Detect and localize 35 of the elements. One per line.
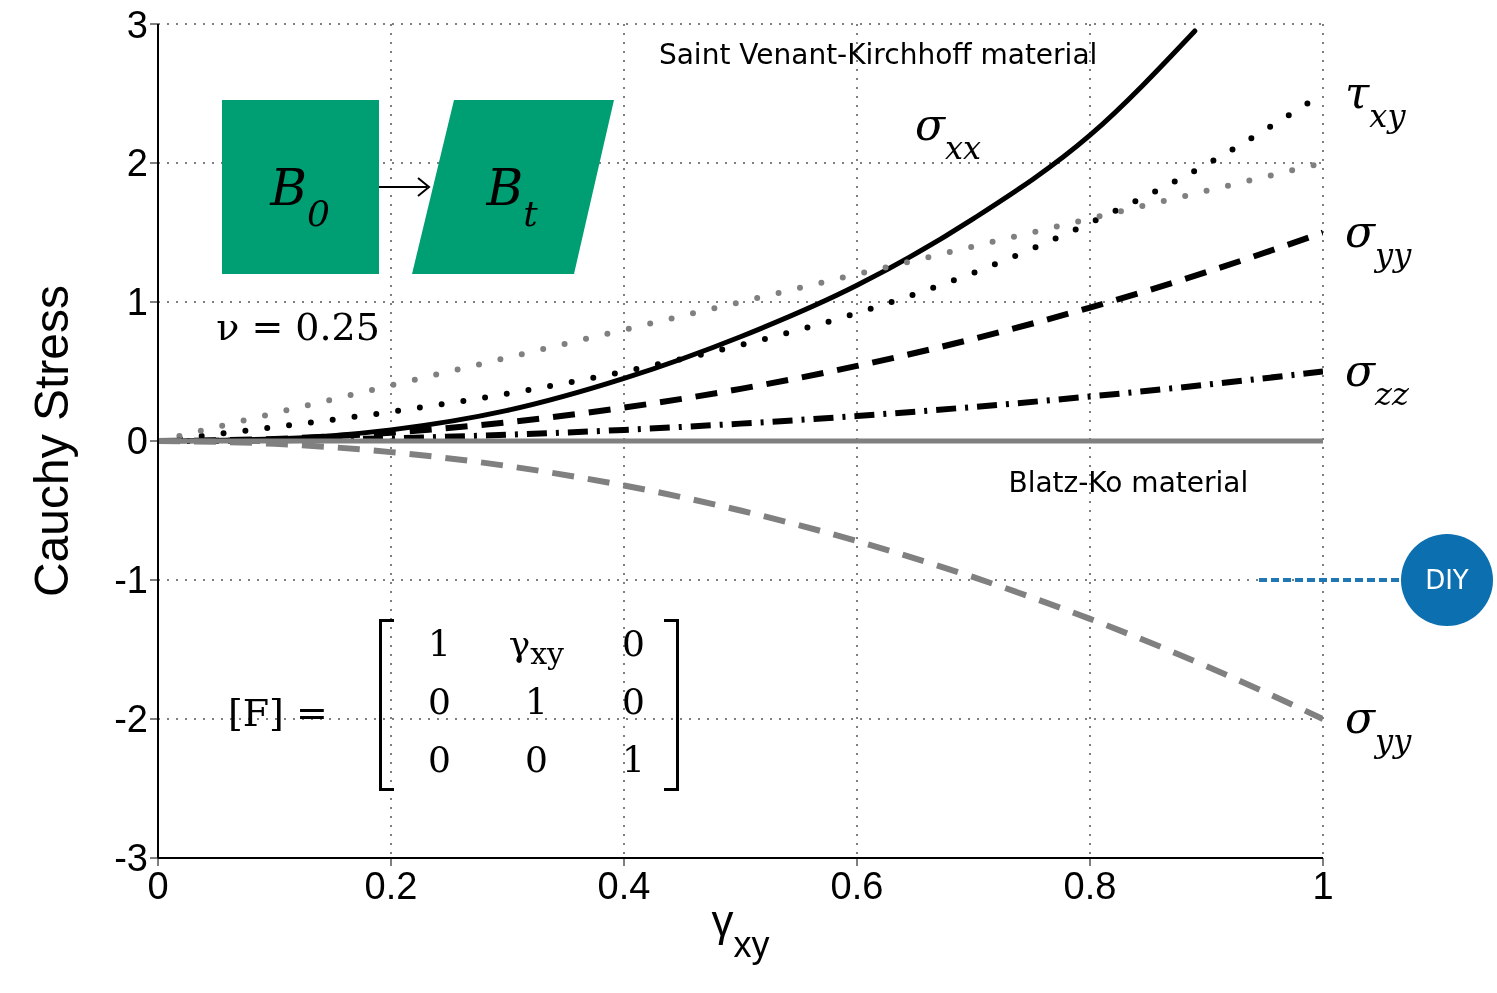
x-tick-label: 1 — [1312, 864, 1334, 907]
annotation: 0 — [426, 680, 452, 722]
annotation: 1 — [523, 680, 549, 722]
annotation: B$_{t}$ — [485, 159, 539, 234]
annotation: Blatz-Ko material — [1008, 466, 1249, 500]
y-tick-label: 2 — [126, 142, 148, 185]
series-label: σ$_{yy}$ — [1345, 205, 1413, 274]
y-tick-label: -1 — [114, 559, 148, 602]
annotation: Saint Venant-Kirchhoff material — [658, 37, 1098, 71]
x-tick-label: 0.8 — [1063, 864, 1117, 907]
annotation: 0 — [523, 738, 549, 780]
annotation: 0 — [620, 680, 646, 722]
y-tick-label: -2 — [114, 698, 148, 741]
annotation: 0 — [620, 622, 646, 664]
y-tick-label: 0 — [126, 420, 148, 463]
annotation: 1 — [620, 738, 646, 780]
y-axis-title: Cauchy Stress — [25, 284, 78, 598]
y-tick-label: -3 — [114, 837, 148, 880]
y-tick-label: 1 — [126, 281, 148, 324]
y-tick-label: 3 — [126, 3, 148, 46]
annotation: γ$_{xy}$ — [507, 622, 566, 672]
annotation: B$_{0}$ — [269, 159, 330, 234]
series-label: σ$_{yy}$ — [1345, 692, 1413, 760]
badge: DIY — [1258, 534, 1497, 626]
series-label: τ$_{xy}$ — [1345, 66, 1407, 135]
annotation: [F] = — [227, 691, 328, 736]
annotation: 0 — [426, 738, 452, 780]
series-label: σ$_{xx}$ — [915, 99, 982, 168]
x-tick-label: 0.4 — [597, 864, 651, 907]
annotation: ν = 0.25 — [216, 304, 380, 349]
x-tick-label: 0.2 — [364, 864, 418, 907]
series-label: σ$_{zz}$ — [1345, 344, 1410, 413]
x-axis-title: γ$_{xy}$ — [711, 896, 770, 965]
annotation: 1 — [426, 622, 452, 664]
x-tick-label: 0.6 — [830, 864, 884, 907]
